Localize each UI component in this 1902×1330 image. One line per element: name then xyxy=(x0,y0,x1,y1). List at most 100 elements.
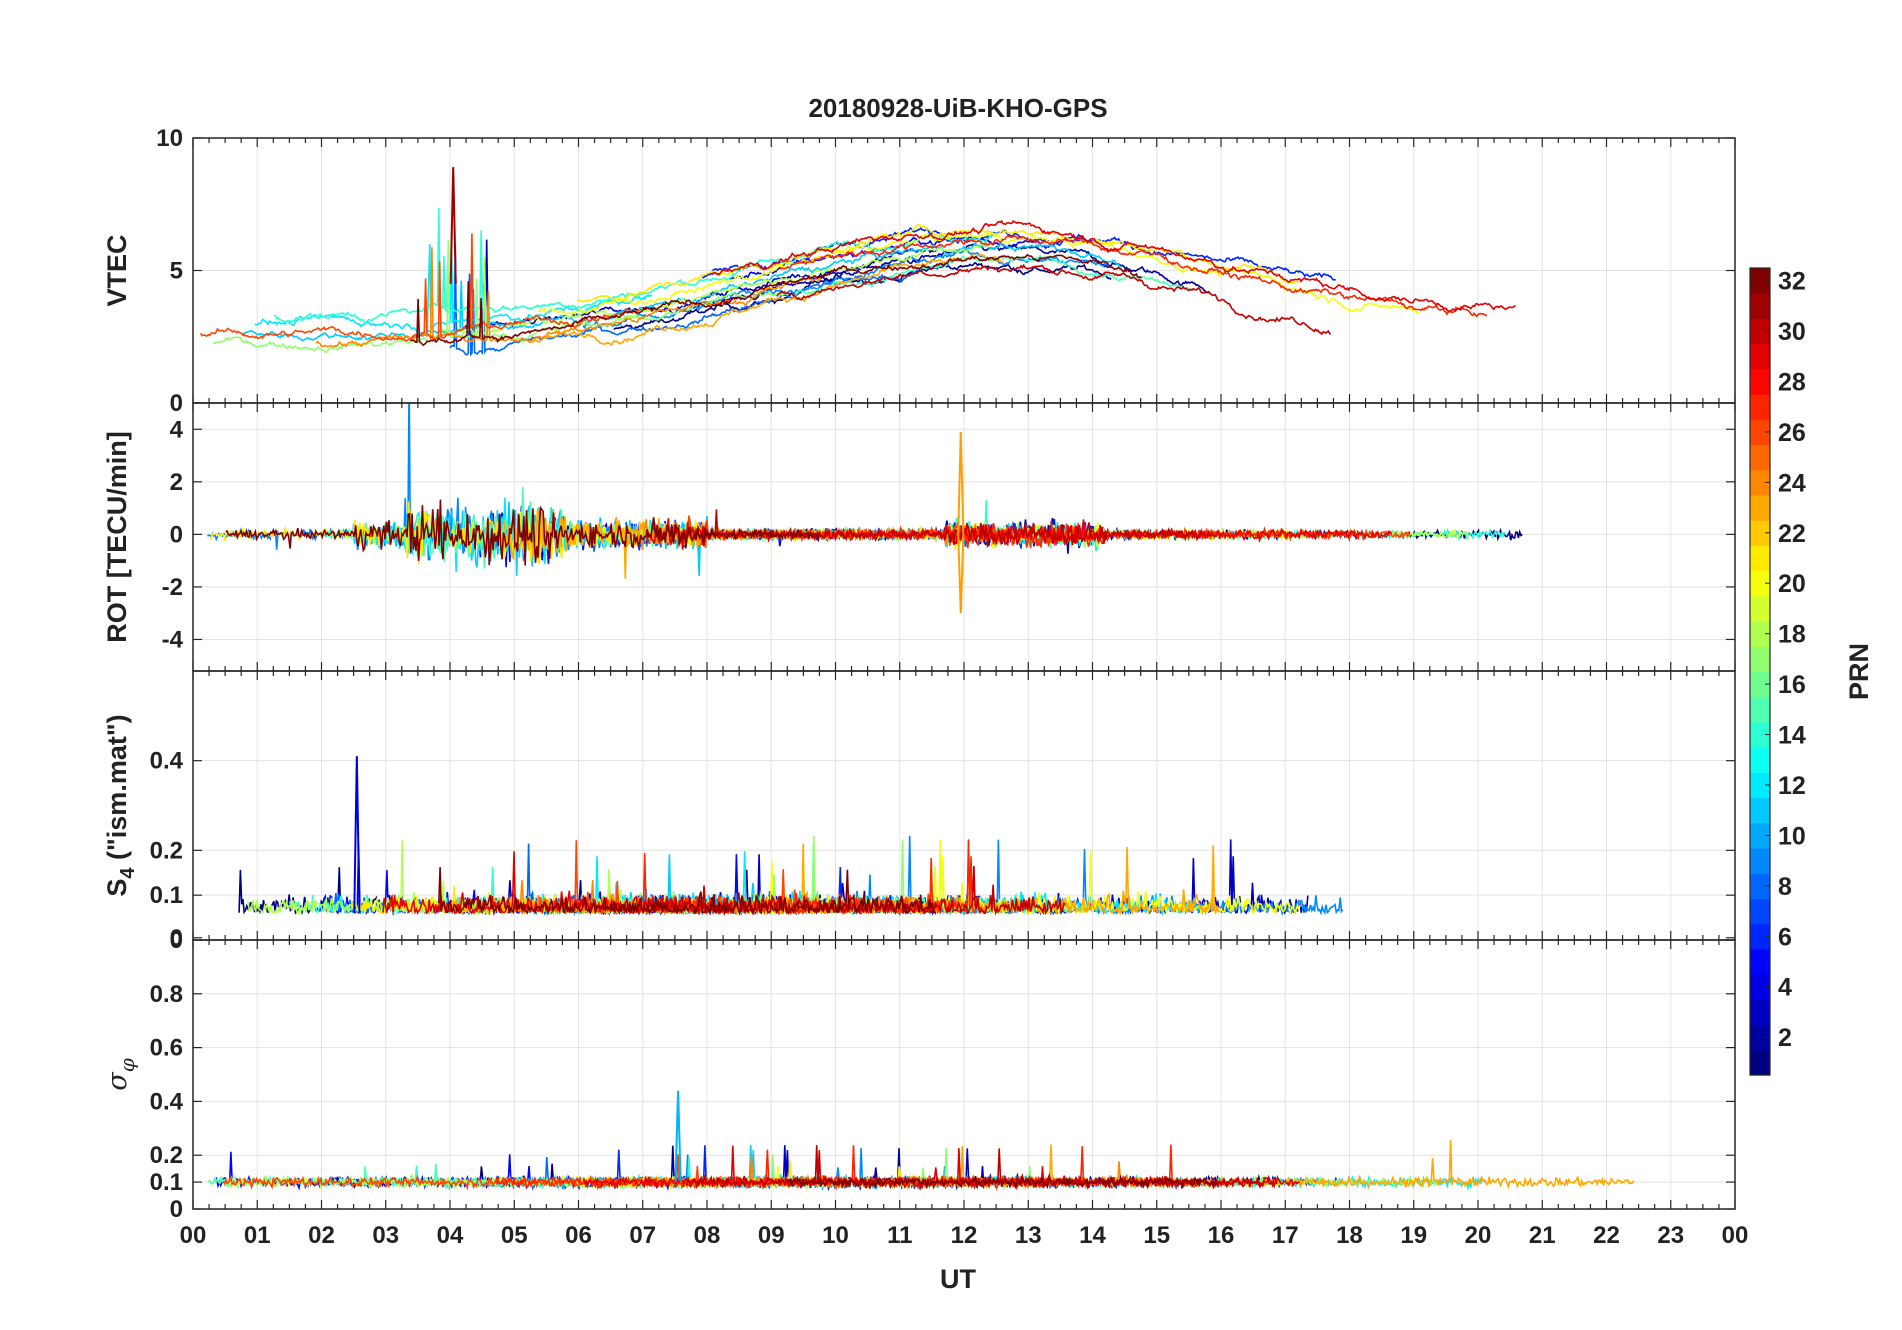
x-tick-label: 00 xyxy=(180,1222,207,1249)
colorbar-segment xyxy=(1750,948,1770,975)
spike-min_spike xyxy=(957,534,965,614)
x-tick-label: 16 xyxy=(1208,1222,1235,1249)
series-line-prn-32 xyxy=(787,1174,1218,1191)
x-tick-label: 21 xyxy=(1529,1222,1556,1249)
x-tick-label: 01 xyxy=(244,1222,271,1249)
x-tick-label: 22 xyxy=(1593,1222,1620,1249)
colorbar-segment xyxy=(1750,419,1770,446)
spike-max_spike xyxy=(353,756,361,914)
series-line-prn-29 xyxy=(710,219,1516,313)
colorbar-tick-label: 4 xyxy=(1778,974,1792,1002)
y-tick-label: 0.4 xyxy=(150,1088,184,1115)
y-axis-label: S4 ("ism.mat") xyxy=(102,714,139,896)
colorbar-tick-label: 10 xyxy=(1778,822,1806,850)
x-tick-label: 23 xyxy=(1657,1222,1684,1249)
grid-lines xyxy=(192,940,1736,1209)
series-line-prn-32 xyxy=(438,867,935,917)
x-tick-label: 06 xyxy=(565,1222,592,1249)
y-tick-label: 0 xyxy=(170,925,183,952)
x-tick-label: 02 xyxy=(308,1222,335,1249)
colorbar-tick-label: 30 xyxy=(1778,318,1806,346)
series-line-prn-9 xyxy=(582,248,1108,329)
x-tick-label: 09 xyxy=(758,1222,785,1249)
x-ticks xyxy=(192,671,1736,940)
x-tick-label: 03 xyxy=(372,1222,399,1249)
colorbar-segment xyxy=(1750,696,1770,723)
colorbar-segment xyxy=(1750,293,1770,320)
colorbar-segment xyxy=(1750,394,1770,420)
colorbar-tick-label: 16 xyxy=(1778,671,1806,699)
x-tick-label: 10 xyxy=(822,1222,849,1249)
colorbar-segment xyxy=(1750,343,1770,370)
colorbar-segment xyxy=(1750,621,1770,647)
colorbar-segment xyxy=(1750,848,1770,874)
colorbar-segment xyxy=(1750,822,1770,849)
y-tick-label: 0.1 xyxy=(150,882,183,909)
colorbar-segment xyxy=(1750,545,1770,572)
panel-4: 00.10.2 0.4 0.6 0.8 σφ xyxy=(102,939,1736,1223)
series-line-prn-15 xyxy=(794,254,1191,296)
colorbar-segment xyxy=(1750,469,1770,496)
panel-1: 0 5 10 VTEC xyxy=(102,125,1736,417)
x-tick-label: 00 xyxy=(1722,1222,1749,1249)
panel-3: 000.10.20.4S4 ("ism.mat") xyxy=(102,670,1736,954)
colorbar-segment xyxy=(1750,898,1770,925)
series-line-prn-21 xyxy=(576,223,1303,303)
colorbar-segment xyxy=(1750,368,1770,395)
y-tick-label: 0.6 xyxy=(150,1035,183,1062)
panel-2: -4 -2 0 2 4 ROT [TECU/min] xyxy=(102,402,1736,672)
colorbar-segment xyxy=(1750,721,1770,748)
x-tick-label: 12 xyxy=(951,1222,978,1249)
colorbar-segment xyxy=(1750,444,1770,471)
grid-lines xyxy=(192,671,1736,940)
colorbar-segment xyxy=(1750,1024,1770,1051)
y-tick-label: 0.2 xyxy=(150,837,183,864)
colorbar-segment xyxy=(1750,494,1770,521)
series-line-prn-14 xyxy=(273,207,999,324)
y-tick-label: 0.4 xyxy=(150,748,184,775)
x-tick-label: 17 xyxy=(1272,1222,1299,1249)
x-tick-label: 14 xyxy=(1079,1222,1106,1249)
colorbar-segment xyxy=(1750,595,1770,622)
series-line-prn-24 xyxy=(315,247,822,348)
y-tick-label: 0 xyxy=(170,927,183,954)
series-line-prn-20 xyxy=(537,231,1420,316)
series-line-prn-27 xyxy=(779,235,1488,318)
colorbar-segment xyxy=(1750,747,1770,773)
spike-max_spike xyxy=(674,1090,682,1183)
x-tick-label: 07 xyxy=(629,1222,656,1249)
x-tick-label: 19 xyxy=(1400,1222,1427,1249)
colorbar-segment xyxy=(1750,646,1770,673)
y-tick-label: -4 xyxy=(162,626,184,653)
series-group xyxy=(207,1090,1635,1192)
y-tick-label: 0.8 xyxy=(150,981,183,1008)
colorbar-tick-label: 20 xyxy=(1778,570,1806,598)
x-axis-label: UT xyxy=(940,1264,976,1294)
colorbar-segment xyxy=(1750,671,1770,698)
series-line-prn-1 xyxy=(613,261,1112,331)
colorbar-tick-label: 28 xyxy=(1778,368,1806,396)
y-axis-label: ROT [TECU/min] xyxy=(102,431,132,642)
colorbar-segment xyxy=(1750,318,1770,345)
series-line-prn-32 xyxy=(225,499,821,566)
colorbar-tick-label: 26 xyxy=(1778,419,1806,447)
colorbar-tick-label: 32 xyxy=(1778,268,1806,296)
colorbar-tick-label: 22 xyxy=(1778,520,1806,548)
colorbar-tick-label: 8 xyxy=(1778,873,1792,901)
y-tick-label: 0 xyxy=(170,390,183,417)
colorbar-segment xyxy=(1750,873,1770,900)
y-tick-label: 0.1 xyxy=(150,1169,183,1196)
colorbar-label: PRN xyxy=(1844,643,1874,700)
x-ticks xyxy=(192,940,1736,1209)
colorbar-segment xyxy=(1750,974,1770,1000)
series-line-prn-12 xyxy=(254,244,653,335)
series-line-prn-23 xyxy=(531,253,1004,347)
series-line-prn-2 xyxy=(681,243,1211,313)
x-tick-label: 18 xyxy=(1336,1222,1363,1249)
x-tick-label: 05 xyxy=(501,1222,528,1249)
x-tick-label: 11 xyxy=(887,1222,912,1249)
y-tick-label: 0 xyxy=(170,1196,183,1223)
